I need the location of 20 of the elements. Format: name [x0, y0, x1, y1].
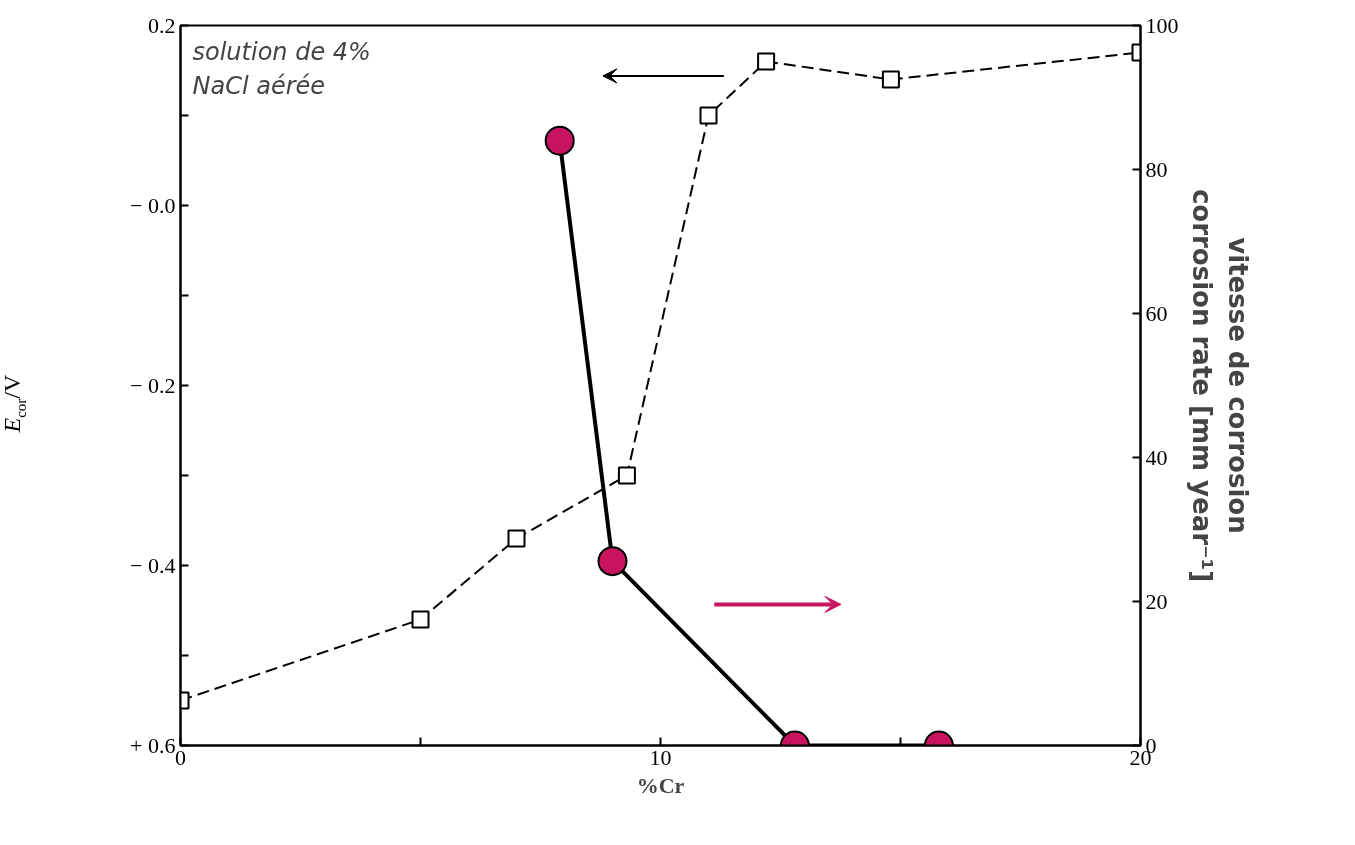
y2-tick-label: 40 [1145, 444, 1168, 470]
x-axis-title: %Cr [636, 772, 685, 798]
y2-tick-label: 60 [1145, 300, 1168, 326]
annotation: solution de 4% NaCl aérée [192, 37, 371, 100]
y-tick-label: − 0.2 [130, 373, 176, 398]
y-tick-label: 0.2 [148, 13, 176, 38]
x-tick-label: 0 [175, 744, 186, 770]
point [699, 106, 718, 125]
y-tick-label: − 0.4 [130, 553, 176, 578]
point [757, 52, 776, 71]
point [507, 529, 526, 548]
y-tick-label: + 0.6 [130, 733, 176, 758]
y2-axis-title: vitesse de corrosion corrosion rate [mm year⁻¹] [1186, 188, 1253, 583]
x-tick-label: 10 [649, 744, 672, 770]
y2-tick-label: 80 [1145, 156, 1168, 182]
y2-tick-label: 100 [1145, 12, 1179, 38]
y-tick-label: − 0.0 [130, 193, 176, 218]
point [617, 466, 636, 485]
y2-tick-label: 20 [1145, 588, 1168, 614]
point [881, 70, 900, 89]
